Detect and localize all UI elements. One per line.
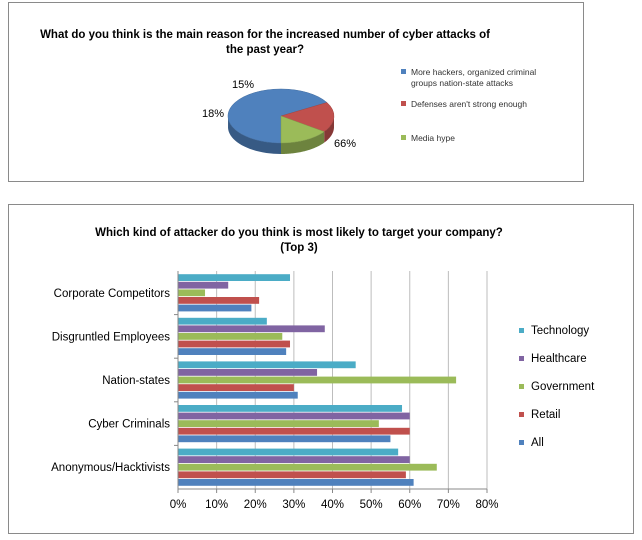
bar-disgruntled-employees-retail xyxy=(178,340,291,348)
category-label-4: Anonymous/Hacktivists xyxy=(51,462,170,474)
bar-corporate-competitors-all xyxy=(178,304,252,312)
pie-legend-swatch-0 xyxy=(401,69,406,74)
pie-legend-swatch-1 xyxy=(401,101,406,106)
bar-chart-title-line-1: Which kind of attacker do you think is m… xyxy=(95,227,503,239)
bar-chart-title-line-2: (Top 3) xyxy=(280,242,318,254)
bar-anonymous-hacktivists-government xyxy=(178,463,437,471)
bar-nation-states-all xyxy=(178,391,298,399)
pie-legend-label-0-line-2: groups nation-state attacks xyxy=(411,78,513,88)
x-tick-label-0: 0% xyxy=(170,499,187,511)
bar-nation-states-healthcare xyxy=(178,369,318,376)
bar-disgruntled-employees-government xyxy=(178,333,283,340)
bar-corporate-competitors-healthcare xyxy=(178,281,229,289)
x-tick-label-4: 40% xyxy=(321,499,344,511)
pie-chart-title-line-2: the past year? xyxy=(226,44,304,56)
bar-anonymous-hacktivists-retail xyxy=(178,471,406,479)
bar-cyber-criminals-retail xyxy=(178,427,410,435)
pie-value-label-2: 15% xyxy=(232,79,254,91)
pie-legend-label-0: More hackers, organized criminal xyxy=(411,67,536,77)
pie-value-label-1: 18% xyxy=(202,108,224,120)
bar-legend-label-3: Retail xyxy=(531,409,560,421)
bar-nation-states-government xyxy=(178,376,457,384)
bar-disgruntled-employees-healthcare xyxy=(178,325,325,333)
bar-anonymous-hacktivists-healthcare xyxy=(178,456,410,463)
x-tick-label-7: 70% xyxy=(437,499,460,511)
x-tick-label-5: 50% xyxy=(360,499,383,511)
bar-disgruntled-employees-technology xyxy=(178,317,267,325)
x-tick-label-6: 60% xyxy=(398,499,421,511)
bar-legend-swatch-0 xyxy=(519,328,524,333)
pie-legend-label-2: Media hype xyxy=(411,133,455,143)
bar-legend-swatch-1 xyxy=(519,356,524,361)
bar-cyber-criminals-technology xyxy=(178,405,403,412)
category-label-2: Nation-states xyxy=(102,375,170,387)
pie-slice-1 xyxy=(280,102,335,132)
category-label-1: Disgruntled Employees xyxy=(52,331,171,343)
pie-legend-swatch-2 xyxy=(401,135,406,140)
bar-disgruntled-employees-all xyxy=(178,348,287,355)
bar-nation-states-technology xyxy=(178,361,356,369)
bar-legend-label-1: Healthcare xyxy=(531,353,587,365)
pie-legend-label-1: Defenses aren't strong enough xyxy=(411,99,527,109)
bar-cyber-criminals-all xyxy=(178,435,391,443)
x-tick-label-2: 20% xyxy=(244,499,267,511)
bar-legend-label-2: Government xyxy=(531,381,595,393)
category-label-0: Corporate Competitors xyxy=(54,288,171,300)
bar-legend-swatch-4 xyxy=(519,440,524,445)
bar-cyber-criminals-government xyxy=(178,420,379,427)
category-label-3: Cyber Criminals xyxy=(88,419,170,431)
bar-legend-label-4: All xyxy=(531,437,544,449)
bar-chart: Which kind of attacker do you think is m… xyxy=(51,227,595,511)
pie-slice-side-2 xyxy=(281,131,325,154)
bar-chart-panel: Which kind of attacker do you think is m… xyxy=(8,204,634,534)
bar-anonymous-hacktivists-technology xyxy=(178,448,399,456)
pie-chart: What do you think is the main reason for… xyxy=(40,29,536,154)
pie-value-label-0: 66% xyxy=(334,138,356,150)
pie-chart-title-line-1: What do you think is the main reason for… xyxy=(40,29,490,41)
pie-slice-2 xyxy=(280,115,325,144)
pie-chart-panel: What do you think is the main reason for… xyxy=(8,2,584,182)
pie-slice-side-1 xyxy=(324,116,334,143)
x-tick-label-3: 30% xyxy=(282,499,305,511)
x-tick-label-1: 10% xyxy=(205,499,228,511)
pie-slice-side-0 xyxy=(228,116,281,154)
bar-nation-states-retail xyxy=(178,384,294,391)
bar-cyber-criminals-healthcare xyxy=(178,412,410,420)
bar-anonymous-hacktivists-all xyxy=(178,479,414,486)
x-tick-label-8: 80% xyxy=(475,499,498,511)
bar-corporate-competitors-government xyxy=(178,289,206,297)
bar-corporate-competitors-technology xyxy=(178,274,291,281)
pie-slice-0 xyxy=(227,88,328,144)
bar-corporate-competitors-retail xyxy=(178,297,260,304)
bar-legend-swatch-2 xyxy=(519,384,524,389)
bar-legend-swatch-3 xyxy=(519,412,524,417)
bar-legend-label-0: Technology xyxy=(531,325,589,337)
